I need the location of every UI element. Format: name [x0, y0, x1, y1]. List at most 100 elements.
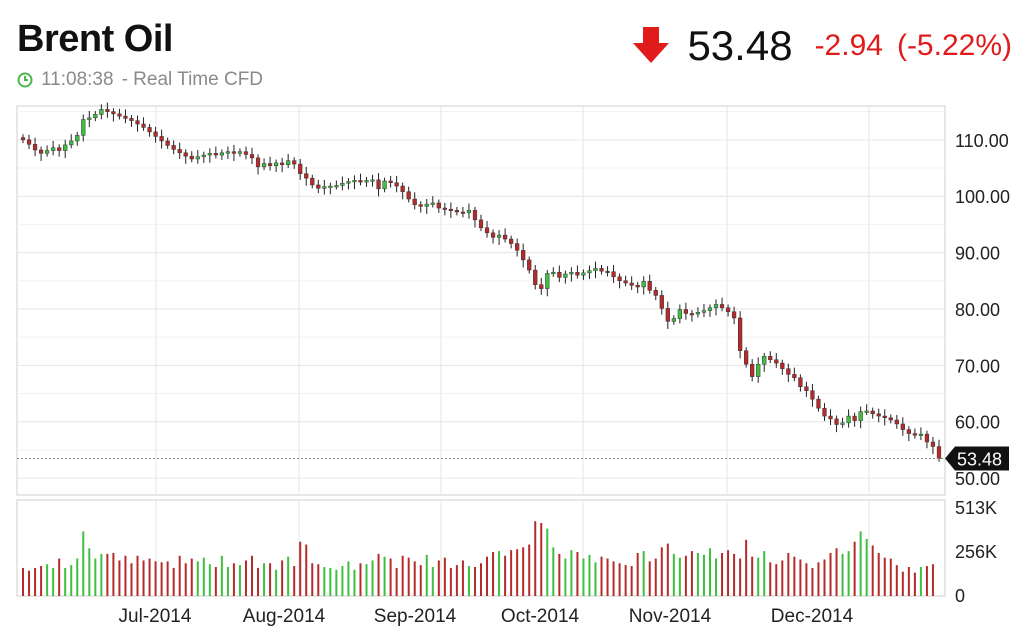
volume-bar	[232, 563, 235, 596]
candle-body	[292, 160, 297, 165]
volume-bar	[895, 565, 898, 596]
candle-body	[623, 280, 628, 284]
candle-body	[346, 181, 351, 184]
candle-body	[117, 113, 122, 117]
candle-body	[840, 422, 845, 425]
candle-body	[93, 114, 98, 119]
candle-body	[930, 441, 936, 447]
candle-body	[32, 144, 38, 151]
volume-bar	[160, 562, 163, 596]
candle-body	[261, 163, 267, 168]
candle-body	[502, 234, 508, 240]
volume-bar	[329, 567, 332, 596]
volume-bar	[419, 565, 422, 596]
candle-body	[659, 295, 664, 309]
candle-body	[780, 362, 785, 369]
volume-bar	[901, 571, 904, 596]
volume-bar	[546, 528, 549, 596]
candle-body	[478, 219, 484, 229]
volume-bar	[34, 567, 37, 596]
volume-tick-label: 513K	[955, 498, 997, 518]
candle-body	[900, 423, 905, 430]
volume-bar	[407, 557, 410, 596]
candle-body	[273, 162, 279, 167]
volume-bar	[498, 551, 501, 596]
candle-body	[243, 151, 249, 155]
volume-bar	[570, 550, 573, 596]
volume-bar	[757, 557, 760, 596]
volume-bar	[775, 564, 778, 596]
candle-body	[147, 127, 152, 133]
last-price-tag-label: 53.48	[957, 449, 1002, 469]
candle-body	[298, 163, 303, 174]
candle-body	[828, 415, 833, 420]
candle-body	[629, 282, 634, 286]
volume-bar	[492, 552, 495, 596]
volume-bar	[648, 561, 651, 596]
volume-bar	[811, 567, 814, 596]
candle-body	[406, 191, 411, 200]
volume-bar	[190, 558, 193, 596]
volume-bar	[630, 566, 633, 596]
candle-body	[316, 184, 321, 189]
candle-body	[822, 407, 827, 417]
volume-bar	[721, 552, 724, 596]
volume-bar	[600, 556, 603, 596]
volume-bar	[305, 544, 308, 596]
candle-body	[689, 313, 695, 316]
price-tick-label: 90.00	[955, 244, 1000, 264]
candle-body	[153, 131, 158, 137]
candle-body	[617, 276, 622, 282]
candle-body	[334, 185, 339, 188]
volume-bar	[660, 547, 663, 596]
volume-bar	[46, 564, 49, 596]
quote-time: 11:08:38	[41, 69, 114, 90]
candle-body	[653, 290, 658, 296]
candle-body	[539, 284, 544, 289]
volume-bar	[269, 563, 272, 596]
candle-body	[105, 109, 110, 112]
candle-body	[466, 210, 472, 213]
volume-bar	[666, 543, 669, 596]
candle-body	[255, 157, 261, 168]
volume-bar	[359, 563, 362, 596]
volume-bar	[853, 541, 856, 596]
volume-tick-label: 256K	[955, 542, 997, 562]
candle-body	[75, 135, 80, 142]
volume-bar	[594, 562, 597, 596]
candle-body	[237, 151, 243, 154]
candle-body	[888, 417, 893, 421]
volume-bar	[64, 567, 67, 596]
candle-body	[707, 307, 713, 311]
volume-bar	[678, 557, 681, 596]
candle-body	[744, 350, 749, 365]
volume-bar	[377, 553, 380, 596]
candle-body	[635, 285, 640, 288]
candle-body	[183, 152, 188, 157]
volume-bar	[889, 558, 892, 596]
candle-body	[768, 356, 773, 360]
time-tick-label: Dec-2014	[771, 606, 854, 627]
candle-body	[816, 398, 821, 409]
volume-bar	[94, 558, 97, 596]
candle-body	[563, 273, 568, 278]
price-change-percent: (-5.22%)	[896, 29, 1012, 62]
candle-body	[358, 180, 363, 183]
candle-body	[111, 111, 116, 115]
candle-body	[906, 429, 911, 434]
candle-body	[267, 163, 273, 167]
volume-bar	[793, 556, 796, 596]
candle-body	[322, 186, 327, 189]
candle-body	[195, 156, 200, 160]
volume-bar	[136, 555, 139, 596]
price-tick-label: 50.00	[955, 469, 1000, 489]
volume-bar	[251, 555, 254, 596]
candle-body	[671, 318, 676, 322]
volume-bar	[437, 560, 440, 596]
candle-body	[918, 433, 924, 436]
volume-bar	[467, 566, 470, 596]
candle-body	[762, 356, 767, 365]
volume-bar	[184, 563, 187, 596]
volume-bar	[871, 545, 874, 596]
